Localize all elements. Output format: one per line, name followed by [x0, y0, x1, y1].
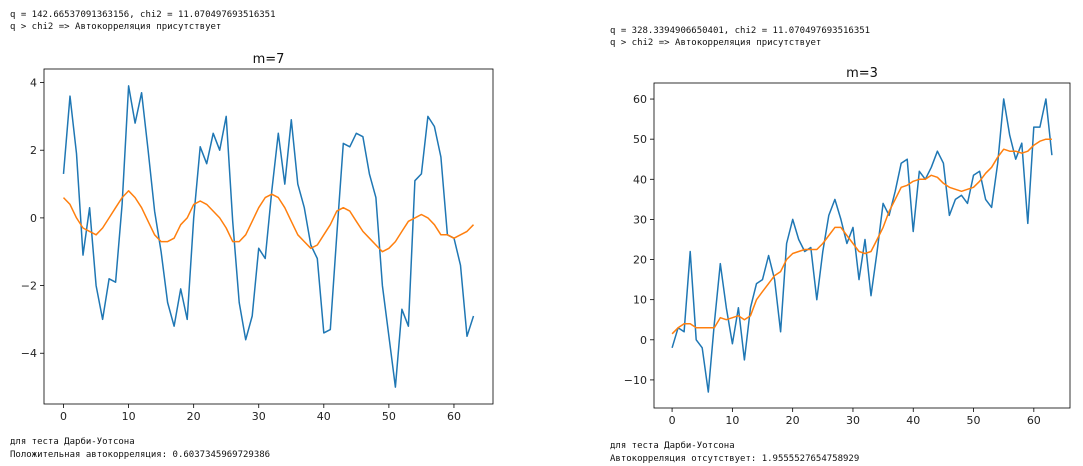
y-tick-label: 40 [633, 173, 647, 186]
left-panel: q = 142.66537091363156, chi2 = 11.070497… [0, 0, 540, 466]
x-tick-label: 60 [447, 410, 461, 423]
x-tick-label: 50 [967, 414, 981, 427]
y-tick-label: 4 [30, 77, 37, 90]
x-tick-label: 0 [669, 414, 676, 427]
x-tick-label: 10 [122, 410, 136, 423]
left-dw-result: Положительная автокорреляция: 0.60373459… [10, 450, 271, 460]
x-tick-label: 10 [725, 414, 739, 427]
x-tick-label: 60 [1027, 414, 1041, 427]
x-tick-label: 30 [252, 410, 266, 423]
series-2-line [671, 138, 1052, 335]
x-tick-label: 30 [846, 414, 860, 427]
y-tick-label: 2 [30, 144, 37, 157]
x-tick-label: 20 [786, 414, 800, 427]
y-tick-label: 60 [633, 93, 647, 106]
y-tick-label: 0 [640, 334, 647, 347]
x-tick-label: 40 [317, 410, 331, 423]
right-dw-heading: для теста Дарби-Уотсона [610, 441, 735, 451]
right-dw-result: Автокорреляция отсутствует: 1.9555527654… [610, 454, 860, 464]
left-stat-line-2: q > chi2 => Автокорреляция присутствует [10, 22, 222, 32]
y-tick-label: −4 [21, 347, 37, 360]
y-tick-label: −10 [624, 374, 647, 387]
y-tick-label: 0 [30, 212, 37, 225]
chart-title: m=3 [846, 66, 878, 81]
x-tick-label: 0 [60, 410, 67, 423]
y-tick-label: −2 [21, 280, 37, 293]
series-1-line [62, 85, 475, 388]
y-tick-label: 10 [633, 294, 647, 307]
y-tick-label: 50 [633, 133, 647, 146]
y-tick-label: 30 [633, 213, 647, 226]
chart-m3: m=3 0 10 20 30 40 50 60 −10 0 10 20 30 40 50 60 [624, 66, 1071, 427]
series-1-line [671, 98, 1053, 393]
chart-title: m=7 [253, 52, 285, 67]
plot-frame [43, 68, 494, 405]
left-stat-line-1: q = 142.66537091363156, chi2 = 11.070497… [10, 10, 276, 20]
x-tick-label: 40 [906, 414, 920, 427]
y-tick-label: 20 [633, 254, 647, 267]
x-tick-label: 20 [187, 410, 201, 423]
right-stat-line-1: q = 328.3394906650401, chi2 = 11.0704976… [610, 26, 871, 36]
series-2-line [62, 190, 475, 253]
plot-frame [653, 82, 1071, 409]
right-stat-line-2: q > chi2 => Автокорреляция присутствует [610, 38, 822, 48]
left-dw-heading: для теста Дарби-Уотсона [10, 437, 135, 447]
chart-m7: m=7 0 10 20 30 40 50 60 −4 −2 0 2 4 [21, 52, 494, 423]
right-panel: q = 328.3394906650401, chi2 = 11.0704976… [600, 0, 1083, 466]
x-tick-label: 50 [382, 410, 396, 423]
